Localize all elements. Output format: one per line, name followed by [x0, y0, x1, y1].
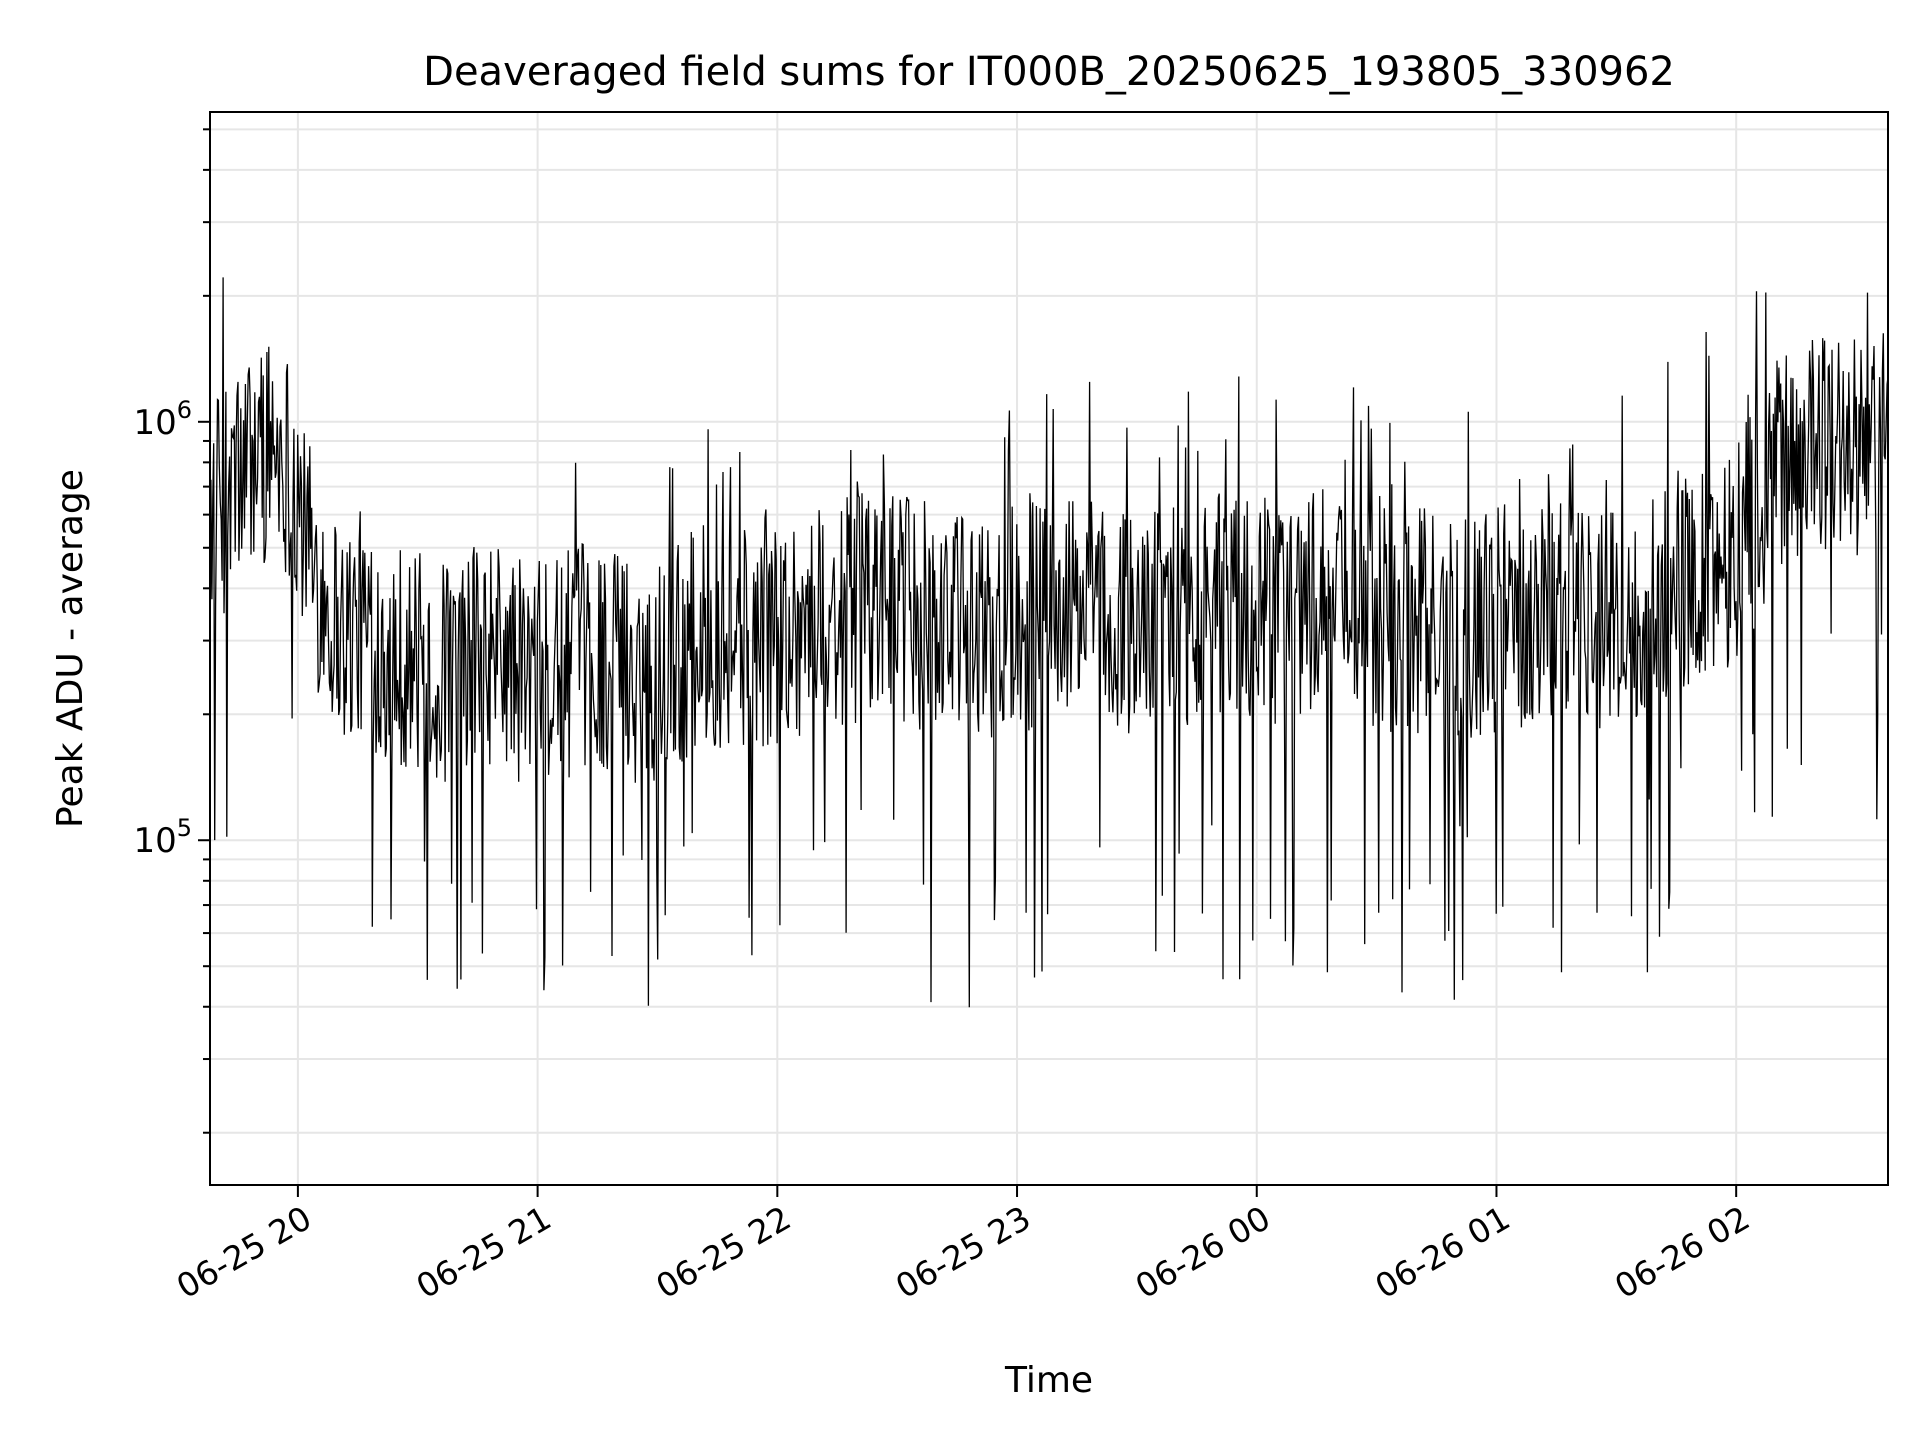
x-tick-label: 06-25 21	[410, 1198, 558, 1306]
x-tick-label: 06-26 00	[1129, 1198, 1277, 1306]
y-tick-label: 106	[133, 396, 192, 443]
x-tick-label: 06-26 02	[1608, 1198, 1756, 1306]
y-tick-label: 105	[133, 814, 192, 861]
x-tick-label: 06-25 22	[649, 1198, 797, 1306]
chart-title: Deaveraged field sums for IT000B_2025062…	[423, 49, 1675, 95]
plot-frame	[209, 111, 1889, 1186]
series-line	[209, 277, 1889, 1008]
x-tick-label: 06-25 20	[170, 1198, 318, 1306]
y-axis-label: Peak ADU - average	[50, 469, 91, 828]
x-tick-label: 06-25 23	[889, 1198, 1037, 1306]
plot-area	[209, 277, 1889, 1008]
x-tick-label: 06-26 01	[1368, 1198, 1516, 1306]
x-axis-label: Time	[1004, 1360, 1093, 1401]
